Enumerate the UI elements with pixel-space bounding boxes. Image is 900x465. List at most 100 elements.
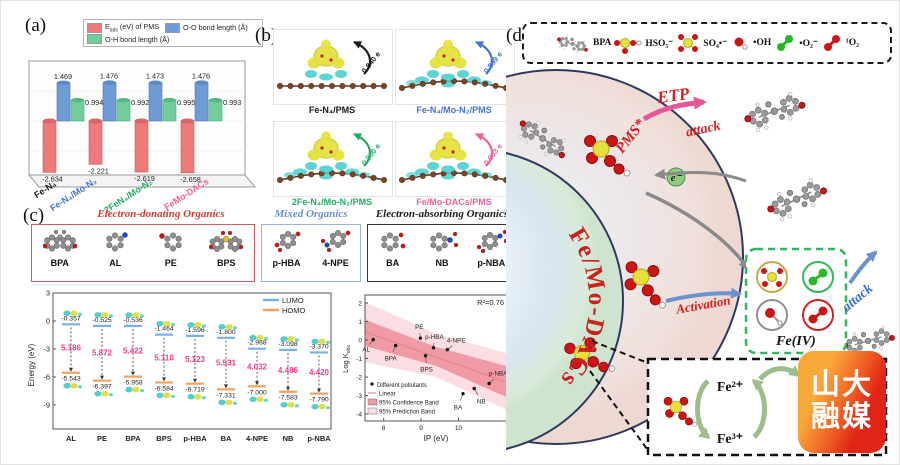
svg-text:-0.525: -0.525 xyxy=(92,317,111,324)
svg-text:5.531: 5.531 xyxy=(216,359,237,368)
organic-molecule-BPA: BPA xyxy=(42,228,78,268)
panel-b-label: (b) xyxy=(255,25,278,46)
zoom-connector-top xyxy=(591,340,649,364)
svg-text:8: 8 xyxy=(382,425,386,432)
svg-text:-0.536: -0.536 xyxy=(123,317,142,324)
svg-text:10: 10 xyxy=(455,425,463,432)
svg-text:0.994: 0.994 xyxy=(85,98,103,107)
svg-text:2: 2 xyxy=(358,301,362,308)
species-legend-box: BPA HSO₅⁻ SO₄•⁻ •OH •O₂⁻ ¹O₂ xyxy=(522,22,892,64)
panel-b-charge-density: (b) 0.840 e Fe-N₄/PMS 0.899 e Fe-N₄/Mo-N₂/P… xyxy=(255,11,517,217)
svg-text:p-HBA: p-HBA xyxy=(183,434,207,443)
svg-text:-2.619: -2.619 xyxy=(134,174,155,183)
svg-text:1.473: 1.473 xyxy=(146,72,164,81)
svg-text:AL: AL xyxy=(362,347,370,354)
svg-text:0.840 e: 0.840 e xyxy=(360,50,383,75)
svg-text:-9: -9 xyxy=(43,400,50,409)
panel-c-organics: (c) Electron-donating Organics Mixed Org… xyxy=(21,203,521,461)
panel-a-bar-chart: (a) Eads (eV) of PMS O-O bond length (Å) O… xyxy=(21,11,263,223)
organic-molecule-p-NBA: p-NBA xyxy=(474,228,509,268)
superoxide-radical-icon xyxy=(773,30,797,56)
svg-text:1: 1 xyxy=(358,319,362,326)
svg-text:-1.596: -1.596 xyxy=(185,327,204,334)
organic-molecule-BA: BA xyxy=(376,228,410,268)
svg-text:-1.464: -1.464 xyxy=(154,326,173,333)
svg-text:0.903 e: 0.903 e xyxy=(482,142,505,167)
fe3-label: Fe³⁺ xyxy=(717,432,743,447)
svg-text:-7.583: -7.583 xyxy=(278,395,297,402)
svg-text:0.995: 0.995 xyxy=(177,98,195,107)
svg-text:BPS: BPS xyxy=(156,434,171,443)
svg-text:BPS: BPS xyxy=(420,367,433,374)
svg-text:5.872: 5.872 xyxy=(92,348,113,357)
legend-1o2: ¹O₂ xyxy=(845,38,859,48)
tile-label-3: Fe/Mo-DACs/PMS xyxy=(416,197,492,207)
svg-text:1.476: 1.476 xyxy=(100,72,118,81)
sulfate-radical-icon xyxy=(675,30,701,56)
svg-text:0.993: 0.993 xyxy=(223,98,241,107)
mixed-box: p-HBA 4-NPE xyxy=(261,224,361,282)
svg-text:-6.719: -6.719 xyxy=(185,387,204,394)
legend-item-0: Eads (eV) of PMS xyxy=(87,22,159,33)
legend-oh: •OH xyxy=(753,38,772,48)
svg-text:NB: NB xyxy=(283,434,294,443)
svg-text:-7.000: -7.000 xyxy=(247,389,266,396)
organic-molecule-4-NPE: 4-NPE xyxy=(319,228,353,268)
svg-text:-4: -4 xyxy=(356,412,362,419)
logo-line-2: 融媒 xyxy=(810,401,873,433)
hydroxyl-radical-icon xyxy=(729,30,751,56)
svg-text:R²=0.76: R²=0.76 xyxy=(477,298,504,307)
svg-text:5.123: 5.123 xyxy=(185,355,206,364)
charge-density-tile-2: 0.900 e xyxy=(273,121,393,197)
svg-text:-3.370: -3.370 xyxy=(309,343,328,350)
svg-text:Log Kobs: Log Kobs xyxy=(341,345,352,373)
svg-text:-0.357: -0.357 xyxy=(61,315,80,322)
ros-generation-arrow xyxy=(645,191,750,271)
svg-text:1.469: 1.469 xyxy=(54,72,72,81)
svg-text:IP (eV): IP (eV) xyxy=(424,434,449,443)
tile-label-0: Fe-N₄/PMS xyxy=(308,105,356,115)
charge-density-tile-1: 0.899 e xyxy=(395,29,515,105)
svg-text:95% Prediction Band: 95% Prediction Band xyxy=(379,410,435,416)
activation-arrow xyxy=(665,287,742,303)
svg-text:95% Confidence Band: 95% Confidence Band xyxy=(379,401,439,407)
svg-text:PE: PE xyxy=(415,324,423,331)
bpa-molecule-icon xyxy=(555,29,591,57)
svg-text:-2.968: -2.968 xyxy=(247,340,266,347)
organic-molecule-AL: AL xyxy=(98,228,132,268)
svg-text:0: 0 xyxy=(358,338,362,345)
svg-text:-2: -2 xyxy=(356,375,362,382)
svg-text:0: 0 xyxy=(46,317,50,326)
logo-line-1: 山大 xyxy=(810,369,873,402)
svg-text:-3.098: -3.098 xyxy=(278,341,297,348)
svg-text:4-NPE: 4-NPE xyxy=(246,434,268,443)
attack-label-1: attack xyxy=(685,119,722,141)
svg-text:NB: NB xyxy=(477,398,486,405)
svg-text:BPA: BPA xyxy=(385,356,398,363)
shandong-university-media-logo: 山大 融媒 xyxy=(798,351,886,453)
svg-text:-1: -1 xyxy=(356,356,362,363)
etp-attack-arrow xyxy=(642,96,707,122)
svg-text:-7.790: -7.790 xyxy=(309,397,328,404)
tile-label-2: 2Fe-N₄/Mo-N₂/PMS xyxy=(291,197,373,207)
fe-cycle-arrow-left xyxy=(695,379,711,439)
svg-text:9: 9 xyxy=(419,425,423,432)
header-mixed: Mixed Organics xyxy=(274,208,348,220)
bar-chart-legend: Eads (eV) of PMS O-O bond length (Å) O-H b… xyxy=(83,19,263,48)
svg-text:0.900 e: 0.900 e xyxy=(360,142,383,167)
svg-text:Energy (eV): Energy (eV) xyxy=(27,343,36,386)
fe-iv-label: Fe(IV) xyxy=(775,334,816,349)
svg-text:-3: -3 xyxy=(356,393,362,400)
adsorption-bar-chart: 1.469 0.994 -2.634 1.476 0.992 -2.221 1.473 0.9… xyxy=(27,60,257,188)
svg-text:Different pollutants: Different pollutants xyxy=(377,383,427,389)
svg-text:-2.221: -2.221 xyxy=(88,166,109,175)
svg-text:1.476: 1.476 xyxy=(192,72,210,81)
panel-a-label: (a) xyxy=(25,15,47,36)
svg-text:3: 3 xyxy=(46,289,50,298)
svg-text:-2.658: -2.658 xyxy=(180,175,201,184)
svg-text:4.420: 4.420 xyxy=(309,368,330,377)
svg-text:p-NBA: p-NBA xyxy=(489,370,508,377)
